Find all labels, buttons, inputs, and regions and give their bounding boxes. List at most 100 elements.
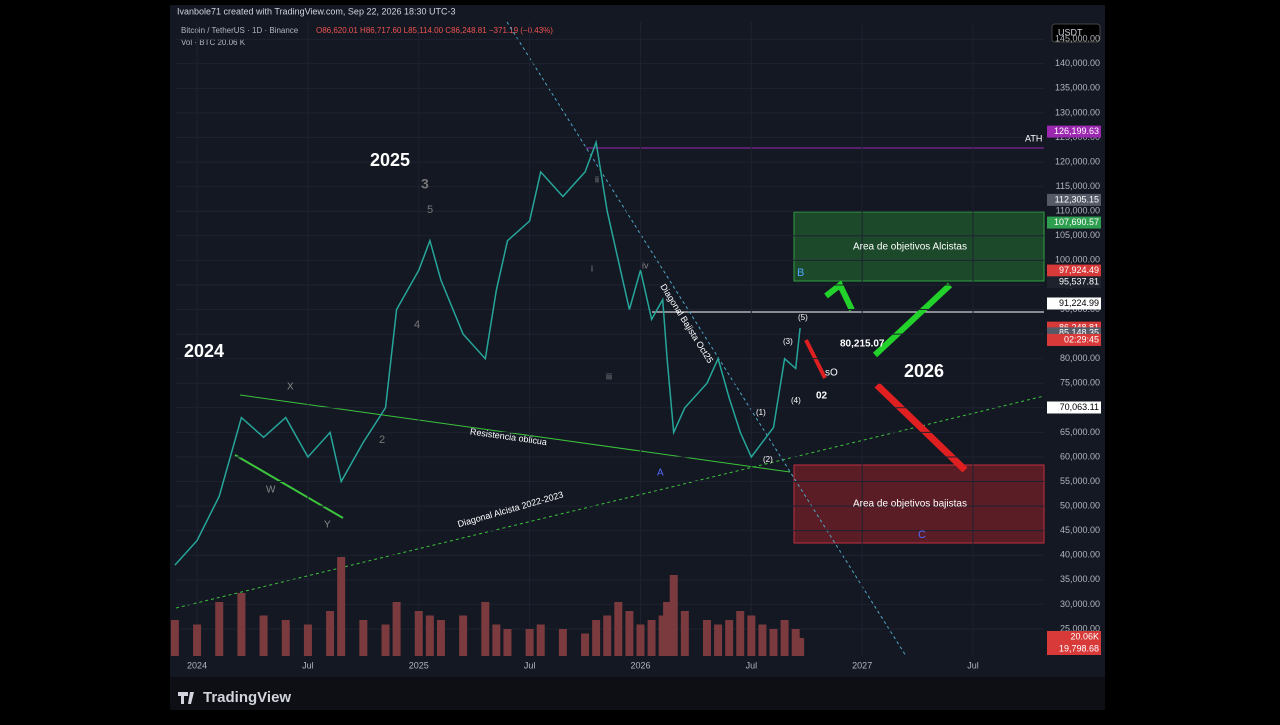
- footer-bg: [170, 677, 1105, 710]
- annotation: C: [918, 529, 926, 541]
- volume-bar: [725, 620, 734, 656]
- volume-bar: [747, 615, 756, 656]
- y-tick-label: 25,000.00: [1060, 623, 1100, 633]
- volume-bar: [359, 620, 368, 656]
- volume-bar: [303, 624, 312, 656]
- volume-bar: [614, 602, 623, 656]
- currency-box[interactable]: [1051, 23, 1101, 43]
- y-tick-label: 35,000.00: [1060, 574, 1100, 584]
- volume-bar: [702, 620, 711, 656]
- annotation: 80,215.07: [840, 339, 885, 350]
- y-tick-label: 105,000.00: [1055, 230, 1100, 240]
- volume-bar: [259, 615, 268, 656]
- price-label-box: [1047, 193, 1101, 206]
- volume-bar: [281, 620, 290, 656]
- y-tick-label: 65,000.00: [1060, 427, 1100, 437]
- volume-bar: [525, 629, 534, 656]
- volume-bar: [636, 624, 645, 656]
- volume-bar: [326, 611, 335, 656]
- x-tick-label: 2027: [852, 660, 872, 670]
- y-tick-label: 55,000.00: [1060, 476, 1100, 486]
- volume-label: 20.06K: [1070, 631, 1099, 641]
- annotation: Area de objetivos bajistas: [853, 499, 967, 510]
- volume-bar: [714, 624, 723, 656]
- x-tick-label: Jul: [746, 660, 758, 670]
- price-line: [174, 139, 801, 566]
- volume-bar: [663, 602, 672, 656]
- annotation: X: [287, 382, 294, 393]
- y-tick-label: 145,000.00: [1055, 34, 1100, 44]
- annotation: iii: [606, 371, 612, 381]
- annotation: 4: [414, 319, 420, 331]
- brand: TradingView: [203, 689, 291, 706]
- price-label: 97,924.49: [1059, 265, 1099, 275]
- countdown-box: [1047, 333, 1101, 346]
- volume-legend: Vol · BTC 20.06 K: [181, 38, 246, 47]
- arrow: [874, 382, 968, 473]
- volume-bar: [392, 602, 401, 656]
- y-tick-label: 45,000.00: [1060, 525, 1100, 535]
- ohlc: O86,620.01 H86,717.60 L85,114.00 C86,248…: [316, 26, 553, 35]
- y-tick-label: 140,000.00: [1055, 58, 1100, 68]
- volume-bar: [658, 615, 667, 656]
- price-label: 107,690.57: [1054, 217, 1099, 227]
- arrow: [872, 282, 953, 358]
- annotation: sO: [825, 368, 838, 379]
- volume-bar: [481, 602, 490, 656]
- annotation: Area de objetivos Alcistas: [853, 242, 967, 253]
- volume-label-box: [1047, 631, 1101, 643]
- y-tick-label: 130,000.00: [1055, 107, 1100, 117]
- annotation: 5: [427, 204, 433, 216]
- volume-bar: [381, 624, 390, 656]
- volume-bar: [780, 620, 789, 656]
- volume-bar: [592, 620, 601, 656]
- annotation: 2025: [370, 150, 410, 170]
- price-label-box: [1047, 297, 1101, 310]
- annotation: Y: [324, 520, 331, 531]
- annotation: 3: [421, 176, 429, 192]
- price-label-box: [1047, 264, 1101, 277]
- volume-bar: [581, 633, 590, 656]
- volume-bar: [625, 611, 634, 656]
- y-tick-label: 80,000.00: [1060, 353, 1100, 363]
- volume-bar: [193, 624, 202, 656]
- price-label: 112,305.15: [1055, 194, 1099, 204]
- volume-bar: [170, 620, 179, 656]
- volume-bar: [215, 602, 224, 656]
- price-label-box: [1047, 216, 1101, 229]
- diag-down: [506, 21, 907, 657]
- volume-bar: [647, 620, 656, 656]
- volume-bar: [536, 624, 545, 656]
- y-tick-label: 135,000.00: [1055, 83, 1100, 93]
- volume-label-box: [1047, 643, 1101, 655]
- volume-bar: [436, 620, 445, 656]
- volume-bar: [736, 611, 745, 656]
- y-tick-label: 60,000.00: [1060, 451, 1100, 461]
- x-tick-label: 2025: [409, 660, 429, 670]
- x-tick-label: 2026: [630, 660, 650, 670]
- annotation: A: [657, 468, 664, 479]
- trend-line: [234, 454, 344, 519]
- annotation: (3): [783, 337, 793, 346]
- annotation: (2): [763, 455, 773, 464]
- volume-bar: [669, 575, 678, 656]
- price-label: 95,537.81: [1059, 277, 1099, 287]
- y-tick-label: 75,000.00: [1060, 378, 1100, 388]
- symbol: Bitcoin / TetherUS · 1D · Binance: [181, 26, 299, 35]
- annotation: B: [797, 267, 804, 279]
- volume-bar: [414, 611, 423, 656]
- annotation: (4): [791, 396, 801, 405]
- y-tick-label: 120,000.00: [1055, 156, 1100, 166]
- y-tick-label: 115,000.00: [1056, 181, 1100, 191]
- price-label-box: [1047, 125, 1101, 138]
- y-tick-label: 100,000.00: [1055, 255, 1100, 265]
- annotation: W: [266, 485, 276, 496]
- annotation: ii: [595, 174, 599, 184]
- brand-logo: [178, 692, 194, 704]
- credit: Ivanbole71 created with TradingView.com,…: [177, 6, 456, 16]
- volume-bar: [503, 629, 512, 656]
- price-label: 91,224.99: [1059, 298, 1099, 308]
- volume-bar: [337, 557, 346, 656]
